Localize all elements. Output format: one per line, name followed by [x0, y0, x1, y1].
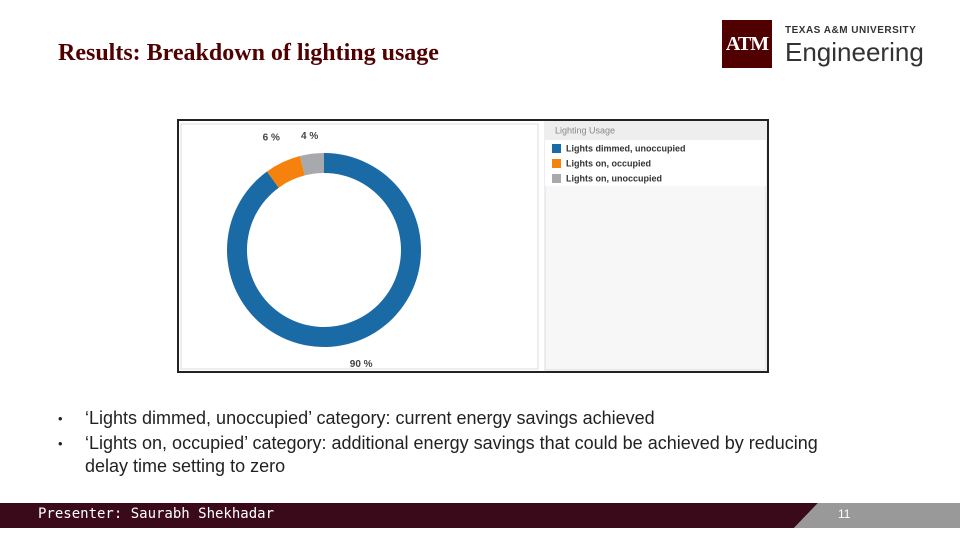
legend-swatch	[552, 174, 561, 183]
legend-label: Lights dimmed, unoccupied	[566, 143, 686, 153]
footer-gray	[794, 503, 960, 528]
legend-swatch	[552, 144, 561, 153]
legend-header	[545, 122, 766, 140]
bullet-list: ‘Lights dimmed, unoccupied’ category: cu…	[58, 407, 818, 480]
footer-bar	[0, 503, 960, 528]
university-name: TEXAS A&M UNIVERSITY	[785, 25, 917, 36]
data-label: 4 %	[301, 131, 318, 142]
legend-body	[545, 140, 766, 186]
legend-label: Lights on, occupied	[566, 158, 651, 168]
bullet: ‘Lights dimmed, unoccupied’ category: cu…	[58, 407, 818, 430]
legend-swatch	[552, 159, 561, 168]
data-label: 90 %	[350, 359, 373, 370]
chart: Lighting Usage 90 % Lights dimmed, unoccu…	[177, 119, 769, 373]
donut-segment	[299, 153, 324, 176]
bullet: ‘Lights on, occupied’ category: addition…	[58, 432, 818, 478]
page-number: 11	[838, 507, 851, 521]
presenter: Presenter: Saurabh Shekhadar	[38, 506, 275, 522]
college-name: Engineering	[785, 37, 924, 67]
legend-title: Lighting Usage	[555, 125, 615, 135]
donut-segment	[266, 156, 305, 188]
logo: ATM	[722, 20, 772, 68]
footer-dark	[0, 503, 818, 528]
slide-title: Results: Breakdown of lighting usage	[58, 40, 439, 66]
data-label: 6 %	[263, 133, 280, 144]
legend-label: Lights on, unoccupied	[566, 173, 662, 183]
